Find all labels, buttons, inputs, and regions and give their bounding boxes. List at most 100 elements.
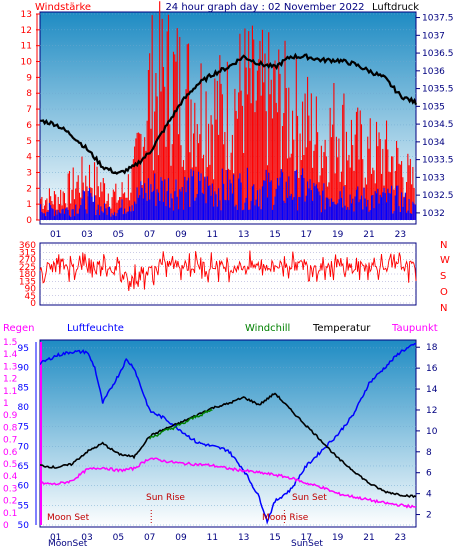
- humidity-tick-label: 55: [18, 501, 29, 511]
- moon-set-bottom-label: MoonSet: [48, 539, 88, 549]
- hour-tick-label: 05: [113, 533, 124, 543]
- temp-tick-label: 16: [426, 364, 438, 374]
- hour-tick-label: 01: [50, 533, 61, 543]
- temp-tick-label: 18: [426, 343, 438, 353]
- humidity-tick-label: 70: [18, 442, 30, 452]
- rain-tick-label: 0.4: [3, 472, 18, 482]
- temp-tick-label: 12: [426, 406, 437, 416]
- wind-tick-label: 13: [21, 10, 32, 20]
- rain-tick-label: 0.1: [3, 509, 17, 519]
- pressure-tick-label: 1035.5: [422, 85, 454, 95]
- temp-tick-label: 2: [426, 511, 432, 521]
- axes: 01234567891011121310321032.510331033.510…: [3, 10, 454, 543]
- wind-tick-label: 7: [26, 105, 32, 115]
- rain-tick-label: 1.2: [3, 375, 17, 385]
- wind-tick-label: 10: [21, 58, 33, 68]
- direction-line: [39, 250, 417, 291]
- hour-tick-label: 15: [269, 533, 280, 543]
- rain-tick-label: 1.3: [3, 362, 17, 372]
- direction-tick-label: 225: [19, 263, 36, 273]
- dewpoint-line: [39, 457, 417, 509]
- temp-plot: [39, 342, 417, 526]
- sun-set-label: Sun Set: [292, 493, 327, 503]
- rain-tick-label: 0.9: [3, 411, 18, 421]
- legend-taupunkt: Taupunkt: [391, 323, 438, 334]
- humidity-tick-label: 95: [18, 344, 29, 354]
- compass-w: W: [440, 255, 450, 266]
- hour-tick-label: 11: [207, 230, 218, 240]
- temp-tick-label: 4: [426, 490, 432, 500]
- direction-tick-label: 45: [25, 292, 36, 302]
- humidity-line: [39, 343, 416, 525]
- temperature-line: [39, 392, 417, 499]
- temp-tick-label: 14: [426, 385, 438, 395]
- hour-tick-label: 21: [363, 533, 374, 543]
- direction-tick-label: 180: [19, 270, 36, 280]
- wind-panel: [39, 11, 417, 225]
- hour-tick-label: 17: [301, 533, 312, 543]
- wind-tick-label: 6: [26, 121, 32, 131]
- rain-tick-label: 1: [3, 399, 9, 409]
- sun-rise-label: Sun Rise: [146, 493, 185, 503]
- pressure-tick-label: 1035: [422, 102, 445, 112]
- wind-tick-label: 3: [26, 168, 32, 178]
- wind-tick-label: 4: [26, 153, 32, 163]
- humidity-tick-label: 75: [18, 423, 29, 433]
- sun-set-bottom-label: SunSet: [291, 539, 323, 549]
- rain-tick-label: 1.4: [3, 350, 18, 360]
- direction-tick-label: 135: [19, 277, 36, 287]
- wind-plot: [39, 1, 418, 221]
- direction-tick-label: 90: [25, 285, 37, 295]
- moon-set-label: Moon Set: [47, 513, 90, 523]
- direction-tick-label: 270: [19, 256, 36, 266]
- rain-tick-label: 0.6: [3, 448, 18, 458]
- hour-tick-label: 03: [81, 230, 92, 240]
- legend-temperatur: Temperatur: [312, 323, 371, 334]
- pressure-tick-label: 1036: [422, 67, 445, 77]
- wind-tick-label: 2: [26, 184, 32, 194]
- humidity-tick-label: 80: [18, 403, 30, 413]
- pressure-tick-label: 1032.5: [422, 191, 454, 201]
- rain-tick-label: 0.3: [3, 484, 17, 494]
- wind-tick-label: 1: [26, 200, 32, 210]
- compass-n-bottom: N: [440, 303, 447, 314]
- temp-tick-label: 8: [426, 448, 432, 458]
- wind-tick-label: 11: [21, 42, 32, 52]
- wind-tick-label: 9: [26, 73, 32, 83]
- rain-tick-label: 1.1: [3, 387, 17, 397]
- wind-axis-title: Windstärke: [35, 2, 91, 13]
- direction-tick-label: 360: [19, 241, 36, 251]
- humidity-tick-label: 65: [18, 462, 29, 472]
- pressure-tick-label: 1034.5: [422, 120, 454, 130]
- temp-tick-label: 10: [426, 427, 438, 437]
- hour-tick-label: 15: [269, 230, 280, 240]
- legend-windchill: Windchill: [245, 323, 290, 334]
- legend-luftfeuchte: Luftfeuchte: [67, 323, 124, 334]
- hour-tick-label: 19: [332, 230, 344, 240]
- hour-tick-label: 13: [238, 230, 249, 240]
- chart-title: 24 hour graph day : 02 November 2022: [165, 2, 364, 13]
- hour-tick-label: 13: [238, 533, 249, 543]
- compass-s: S: [440, 271, 446, 282]
- temp-tick-label: 6: [426, 469, 432, 479]
- pressure-tick-label: 1037.5: [422, 14, 454, 24]
- direction-tick-label: 315: [19, 248, 36, 258]
- hour-tick-label: 09: [175, 533, 187, 543]
- rain-tick-label: 0.8: [3, 423, 18, 433]
- pressure-tick-label: 1033.5: [422, 156, 454, 166]
- hour-tick-label: 21: [363, 230, 374, 240]
- pressure-tick-label: 1032: [422, 209, 445, 219]
- humidity-tick-label: 50: [18, 521, 30, 531]
- windchill-line: [149, 408, 213, 440]
- pressure-tick-label: 1037: [422, 31, 445, 41]
- hour-tick-label: 17: [301, 230, 312, 240]
- hour-tick-label: 01: [50, 230, 61, 240]
- hour-tick-label: 07: [144, 230, 155, 240]
- rain-tick-label: 0.2: [3, 497, 17, 507]
- humidity-tick-label: 85: [18, 383, 29, 393]
- wind-tick-label: 0: [26, 216, 32, 226]
- humidity-tick-label: 90: [18, 364, 30, 374]
- hour-tick-label: 07: [144, 533, 155, 543]
- hour-tick-label: 23: [395, 230, 406, 240]
